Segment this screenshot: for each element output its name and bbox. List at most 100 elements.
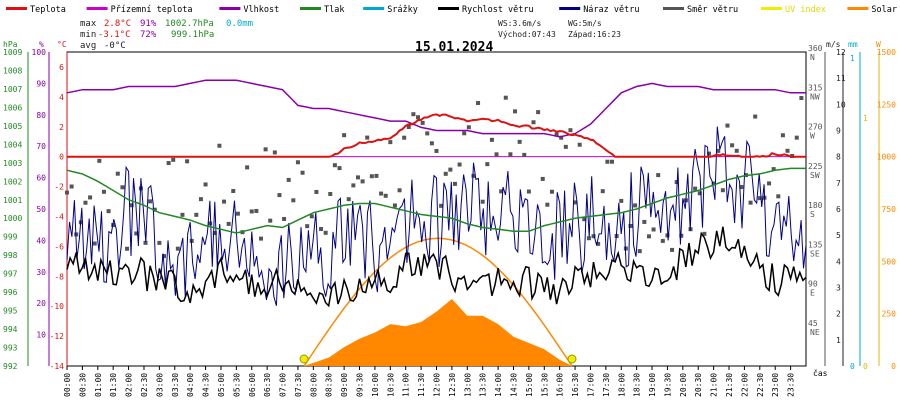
- wind-direction-point: [397, 188, 402, 193]
- wind-direction-point: [379, 191, 384, 196]
- wind-direction-point: [231, 188, 236, 193]
- x-tick-label: 22:30: [756, 373, 765, 397]
- x-tick-label: 03:00: [155, 373, 164, 397]
- wind-direction-point: [106, 209, 111, 214]
- wind-direction-point: [374, 173, 379, 178]
- legend-label: Srážky: [387, 5, 418, 15]
- wind-direction-point: [328, 191, 333, 196]
- mm-tick: 1: [850, 54, 855, 63]
- wind-direction-point: [780, 133, 785, 138]
- legend-swatch: [219, 7, 241, 10]
- stats-min-press: 999.1hPa: [171, 30, 214, 40]
- x-tick-label: 07:00: [279, 373, 288, 397]
- x-tick-label: 04:00: [186, 373, 195, 397]
- wind-direction-point: [785, 148, 790, 153]
- wind-direction-point: [628, 223, 633, 228]
- wind-direction-point: [272, 150, 277, 155]
- wind-direction-point: [416, 115, 421, 120]
- wind-direction-point: [235, 211, 240, 216]
- legend-label: Tlak: [324, 5, 344, 15]
- x-tick-label: 12:00: [433, 373, 442, 397]
- solar-tick: 1250: [877, 100, 896, 109]
- legend-label: Vlhkost: [243, 5, 279, 15]
- ms-tick: 5: [836, 231, 841, 240]
- x-tick-label: 18:30: [633, 373, 642, 397]
- hpa-tick: 999: [3, 233, 18, 242]
- sunrise-marker: [299, 354, 309, 364]
- wind-direction-point: [383, 193, 388, 198]
- wind-direction-point: [392, 203, 397, 208]
- ms-tick: 4: [836, 257, 841, 266]
- wind-direction-point: [642, 219, 647, 224]
- pct-tick: 40: [36, 236, 46, 245]
- wind-direction-point: [101, 189, 106, 194]
- wind-direction-point: [402, 135, 407, 140]
- wind-direction-point: [69, 184, 74, 189]
- wind-direction-point: [526, 189, 531, 194]
- pct-tick: 60: [36, 174, 46, 183]
- stats-max-rain: 0.0mm: [226, 19, 253, 29]
- ms-tick: 12: [836, 48, 846, 57]
- wind-direction-point: [476, 101, 481, 106]
- wind-direction-point: [633, 203, 638, 208]
- wind-speed-info: WS:3.6m/s: [498, 19, 542, 28]
- wind-direction-point: [568, 128, 573, 133]
- uv-tick: 0: [863, 362, 868, 371]
- ms-axis-unit: m/s: [826, 40, 841, 49]
- dir-tick: 180: [808, 201, 823, 210]
- hpa-tick: 992: [3, 362, 18, 371]
- wind-direction-point: [319, 226, 324, 231]
- x-tick-label: 09:00: [340, 373, 349, 397]
- wind-direction-point: [314, 189, 319, 194]
- x-tick-label: 05:30: [232, 373, 241, 397]
- x-tick-label: 23:30: [787, 373, 796, 397]
- ms-tick: 8: [836, 153, 841, 162]
- x-tick-label: 10:30: [386, 373, 395, 397]
- humidity-line: [66, 79, 806, 138]
- wind-direction-point: [295, 160, 300, 165]
- wind-direction-point: [466, 125, 471, 130]
- x-tick-label: 07:30: [294, 373, 303, 397]
- wind-direction-point: [203, 182, 208, 187]
- wind-direction-point: [767, 181, 772, 186]
- wind-gust-info: WG:5m/s: [568, 19, 602, 28]
- wind-direction-point: [656, 173, 661, 178]
- solar-tick: 750: [882, 205, 897, 214]
- wind-direction-point: [351, 183, 356, 188]
- wind-direction-point: [411, 112, 416, 117]
- pct-tick: 30: [36, 268, 46, 277]
- wind-speed-line: [66, 226, 807, 308]
- dir-compass-label: N: [810, 53, 815, 62]
- solar-tick: 250: [882, 310, 897, 319]
- degc-tick: 4: [59, 93, 64, 102]
- hpa-tick: 1006: [3, 103, 22, 112]
- wind-direction-point: [462, 131, 467, 136]
- hpa-tick: 1004: [3, 140, 22, 149]
- wind-direction-point: [97, 158, 102, 163]
- x-tick-label: 11:30: [417, 373, 426, 397]
- wind-direction-point: [799, 96, 804, 101]
- wind-direction-point: [693, 186, 698, 191]
- x-tick-label: 15:00: [525, 373, 534, 397]
- wind-direction-point: [217, 143, 222, 148]
- wind-direction-point: [365, 135, 370, 140]
- wind-direction-point: [282, 216, 287, 221]
- wind-direction-point: [222, 199, 227, 204]
- wind-direction-point: [725, 123, 730, 128]
- uv-tick: 1: [863, 114, 868, 123]
- legend-label: Rychlost větru: [462, 5, 534, 15]
- hpa-tick: 1007: [3, 85, 22, 94]
- wind-direction-point: [610, 159, 615, 164]
- pct-tick: 70: [36, 142, 46, 151]
- wind-direction-point: [208, 221, 213, 226]
- hpa-tick: 995: [3, 307, 18, 316]
- legend-swatch: [363, 7, 385, 10]
- wind-direction-point: [263, 147, 268, 152]
- wind-direction-point: [420, 120, 425, 125]
- hpa-axis-unit: hPa: [3, 40, 18, 49]
- wind-direction-point: [573, 200, 578, 205]
- wind-direction-point: [429, 141, 434, 146]
- dir-compass-label: NE: [810, 328, 820, 337]
- wind-direction-point: [540, 176, 545, 181]
